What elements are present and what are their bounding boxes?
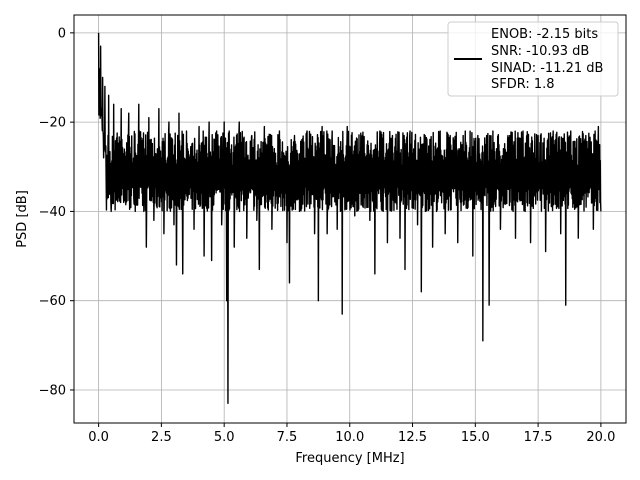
legend-box xyxy=(447,21,619,97)
series-group xyxy=(97,32,602,405)
x-tick-label: 20.0 xyxy=(586,430,615,445)
y-tick-label: −60 xyxy=(39,294,66,309)
x-tick-label: 7.5 xyxy=(277,430,298,445)
x-axis-ticks: 0.0 2.5 5.0 7.5 10.0 12.5 15.0 17.5 20.0 xyxy=(88,423,615,445)
legend-sfdr: SFDR: 1.8 xyxy=(491,77,555,92)
y-tick-label: −40 xyxy=(39,205,66,220)
legend: ENOB: -2.15 bits SNR: -10.93 dB SINAD: -… xyxy=(447,21,619,97)
y-axis-ticks: 0 −20 −40 −60 −80 xyxy=(39,26,74,398)
x-tick-label: 15.0 xyxy=(461,430,490,445)
x-tick-label: 2.5 xyxy=(151,430,172,445)
x-axis-label: Frequency [MHz] xyxy=(295,451,404,466)
legend-enob: ENOB: -2.15 bits xyxy=(491,27,598,42)
x-tick-label: 10.0 xyxy=(335,430,364,445)
grid-lines xyxy=(74,15,626,423)
psd-series-line xyxy=(97,32,602,405)
y-axis-label: PSD [dB] xyxy=(15,190,30,248)
x-tick-label: 0.0 xyxy=(88,430,109,445)
x-tick-label: 12.5 xyxy=(398,430,427,445)
legend-snr: SNR: -10.93 dB xyxy=(491,44,589,59)
x-tick-label: 17.5 xyxy=(524,430,553,445)
y-tick-label: −20 xyxy=(39,116,66,131)
x-tick-label: 5.0 xyxy=(214,430,235,445)
legend-sinad: SINAD: -11.21 dB xyxy=(491,61,603,76)
y-tick-label: −80 xyxy=(39,383,66,398)
y-tick-label: 0 xyxy=(58,26,66,41)
